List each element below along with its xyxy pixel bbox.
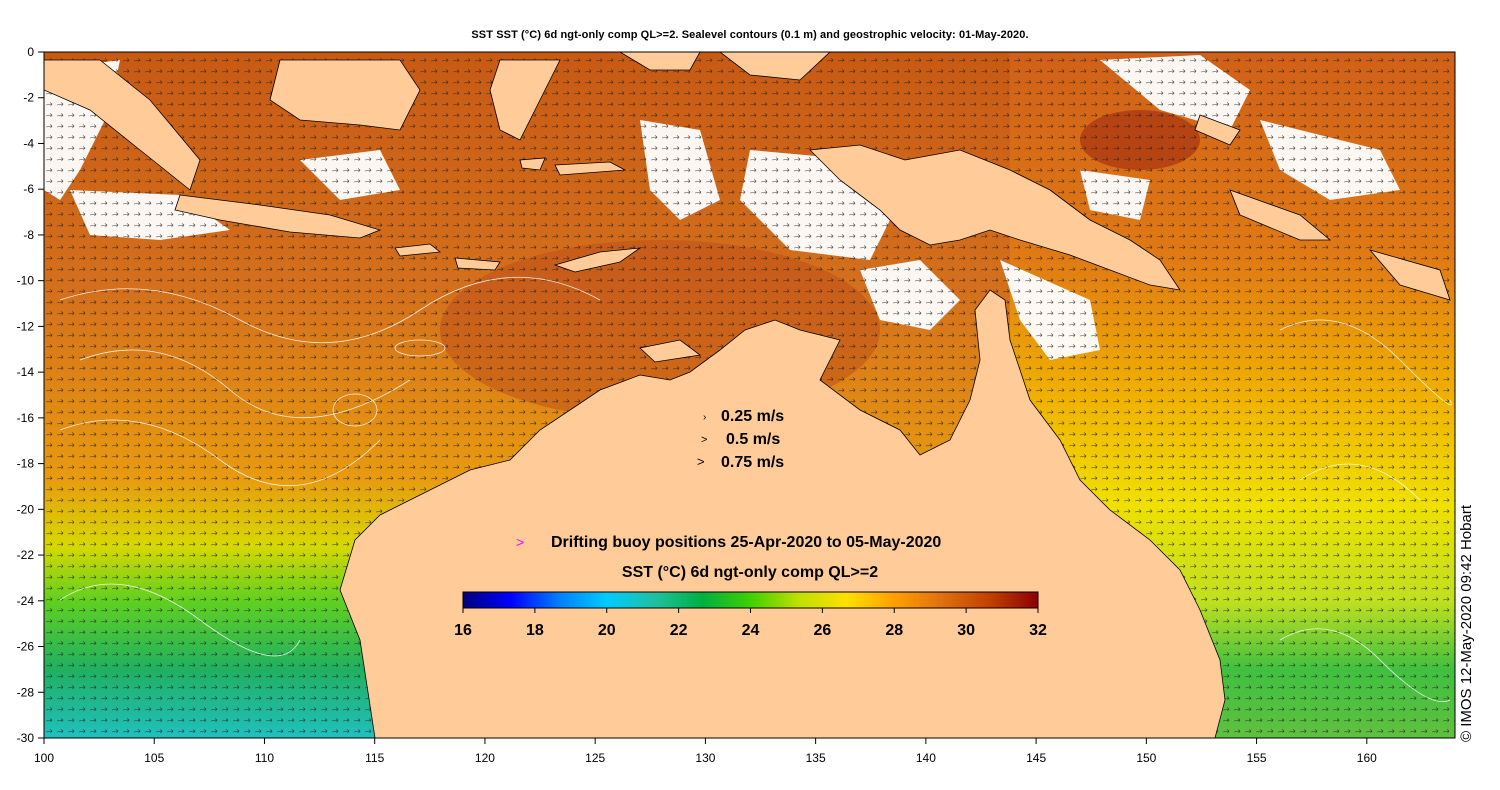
plot-frame [43, 51, 1456, 739]
java [174, 194, 382, 239]
x-tick-label: 105 [144, 751, 164, 765]
y-tick-label: -16 [17, 411, 35, 425]
x-tick-label: 130 [695, 751, 715, 765]
y-tick-label: -10 [17, 274, 35, 288]
colorbar-tick-label: 18 [526, 622, 544, 639]
colorbar-title: SST (°C) 6d ngt-only comp QL>=2 [622, 564, 878, 581]
sealevel-contours [59, 276, 1452, 702]
y-tick-label: 0 [27, 45, 34, 59]
sulawesi [489, 59, 561, 141]
y-tick-label: -26 [17, 640, 35, 654]
y-tick-label: -24 [17, 594, 35, 608]
y-tick-label: -8 [23, 228, 34, 242]
sumatra [44, 59, 201, 191]
colorbar-tick-label: 20 [598, 622, 616, 639]
x-axis: 100 105 110 115 120 125 130 135 140 145 150 155 160 [34, 738, 1377, 765]
colorbar-tick-label: 26 [813, 622, 831, 639]
velocity-legend-arrow-2: > [697, 454, 705, 469]
x-tick-label: 150 [1136, 751, 1156, 765]
velocity-legend-label-2: 0.75 m/s [721, 454, 784, 471]
y-axis: 0 -2 -4 -6 -8 -10 -12 -14 -16 -18 -20 -22 -24 -26 -28 -… [17, 45, 44, 745]
buoy-legend-symbol: > [516, 534, 524, 550]
australia [339, 289, 1226, 738]
colorbar-tick-label: 22 [670, 622, 688, 639]
velocity-legend-label-0: 0.25 m/s [721, 408, 784, 425]
buoy-legend-label: Drifting buoy positions 25-Apr-2020 to 0… [551, 534, 941, 551]
colorbar [462, 591, 1039, 609]
y-tick-label: -6 [23, 182, 34, 196]
y-tick-label: -20 [17, 502, 35, 516]
velocity-legend-arrow-0: › [703, 412, 706, 423]
x-tick-label: 110 [255, 751, 274, 765]
y-tick-label: -12 [17, 319, 35, 333]
x-tick-label: 135 [806, 751, 826, 765]
new-guinea [809, 144, 1181, 291]
map-title: SST SST (°C) 6d ngt-only comp QL>=2. Sea… [471, 29, 1029, 41]
y-tick-label: -2 [23, 91, 34, 105]
x-tick-label: 160 [1357, 751, 1377, 765]
velocity-legend-label-1: 0.5 m/s [726, 431, 780, 448]
y-tick-label: -14 [17, 365, 35, 379]
colorbar-tick-label: 30 [957, 622, 975, 639]
x-tick-label: 120 [475, 751, 495, 765]
map-plot [44, 52, 1455, 738]
x-tick-label: 145 [1026, 751, 1046, 765]
credit-label: © IMOS 12-May-2020 09:42 Hobart [1458, 505, 1475, 742]
colorbar-tick-label: 32 [1029, 622, 1047, 639]
x-tick-label: 125 [585, 751, 605, 765]
y-tick-label: -22 [17, 548, 35, 562]
y-tick-label: -4 [23, 136, 34, 150]
y-tick-label: -30 [17, 731, 35, 745]
colorbar-tick-label: 28 [885, 622, 903, 639]
velocity-legend-arrow-1: > [701, 434, 707, 446]
colorbar-ticks: 16 18 20 22 24 26 28 30 32 [454, 608, 1047, 639]
colorbar-tick-label: 16 [454, 622, 472, 639]
buoy-legend: > Drifting buoy positions 25-Apr-2020 to… [516, 534, 941, 551]
colorbar-tick-label: 24 [742, 622, 760, 639]
land [44, 52, 1451, 738]
y-tick-label: -28 [17, 685, 35, 699]
y-tick-label: -18 [17, 457, 35, 471]
timor [553, 247, 642, 273]
velocity-legend: › 0.25 m/s > 0.5 m/s > 0.75 m/s [697, 408, 784, 471]
x-tick-label: 115 [365, 751, 384, 765]
x-tick-label: 155 [1247, 751, 1267, 765]
x-tick-label: 100 [34, 751, 54, 765]
x-tick-label: 140 [916, 751, 936, 765]
borneo [269, 59, 421, 131]
